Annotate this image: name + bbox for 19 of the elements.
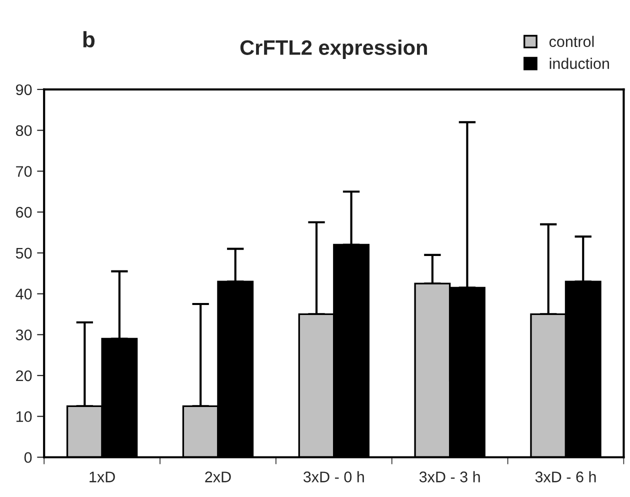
y-tick-label: 70: [16, 166, 32, 177]
y-tick-label: 90: [16, 84, 32, 96]
y-tick-label: 30: [16, 330, 32, 340]
y-tick-label: 60: [16, 206, 32, 218]
y-tick-label: 80: [16, 125, 32, 136]
x-tick-label: 3xD - 6 h: [535, 471, 596, 482]
y-tick-label: 50: [16, 248, 32, 259]
x-tick-label: 1xD: [90, 472, 115, 482]
legend-label: induction: [550, 58, 609, 70]
x-tick-label: 3xD - 3 h: [419, 471, 480, 482]
y-tick-label: 0: [24, 452, 32, 463]
text: b: [83, 31, 95, 48]
x-tick-label: 2xD: [205, 472, 231, 482]
y-tick-label: 40: [16, 288, 32, 300]
y-tick-label: 20: [16, 370, 32, 382]
y-tick-label: 10: [16, 411, 32, 422]
legend-label: control: [549, 36, 594, 48]
x-tick-label: 3xD - 0 h: [303, 471, 364, 482]
chart-title: CrFTL2 expression: [240, 40, 427, 60]
